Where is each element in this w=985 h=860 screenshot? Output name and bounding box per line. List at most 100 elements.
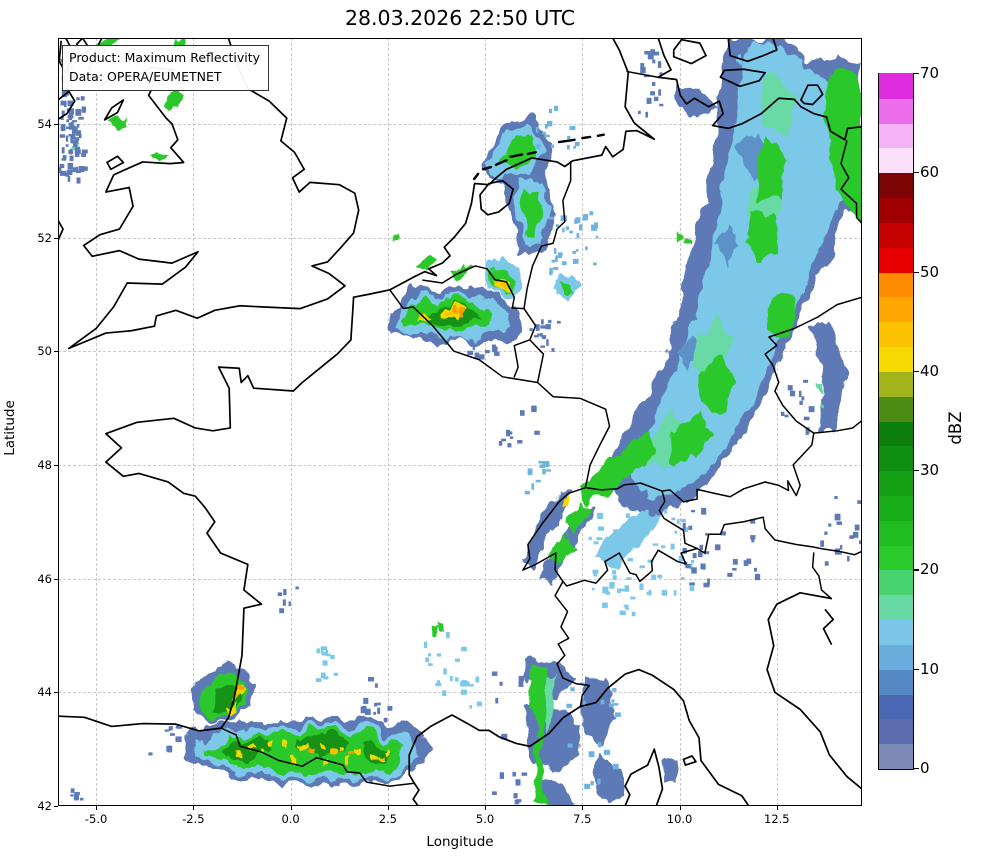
echo-swiss-teal: [594, 510, 665, 568]
echo-dot-yellow: [338, 747, 344, 754]
coastline-adriatic: [767, 593, 862, 789]
speckle: [651, 574, 657, 580]
map-svg: [58, 38, 862, 806]
speckle: [701, 507, 707, 515]
speckle: [640, 63, 645, 69]
speckle: [613, 703, 619, 706]
speckle: [320, 672, 326, 679]
colorbar-segment: [879, 569, 913, 596]
speckle: [596, 537, 603, 541]
speckle: [583, 213, 588, 220]
speckle: [612, 575, 617, 580]
speckle: [518, 680, 524, 687]
colorbar-segment: [879, 147, 913, 174]
x-tick-mark: [96, 806, 98, 810]
speckle: [659, 72, 663, 77]
speckle: [839, 545, 843, 550]
speckle: [76, 97, 80, 101]
speckle: [67, 175, 71, 182]
speckle: [557, 252, 563, 257]
speckle: [589, 211, 594, 216]
speckle: [68, 113, 74, 119]
speckle: [691, 510, 696, 513]
echo-dot-gold: [499, 280, 506, 286]
speckle: [678, 556, 685, 562]
info-box-data-source: Data: OPERA/EUMETNET: [69, 68, 222, 84]
speckle: [554, 105, 559, 112]
speckle: [499, 772, 505, 779]
coastline-isle-of-man: [105, 100, 124, 120]
wadden-islands: [474, 135, 604, 179]
speckle: [367, 676, 374, 682]
colorbar-tick-label: 60: [920, 163, 940, 182]
echo-dot-yellow: [258, 754, 265, 760]
colorbar-segment: [879, 643, 913, 670]
speckle: [78, 133, 82, 139]
speckle: [575, 249, 579, 252]
speckle: [74, 146, 80, 154]
speckle: [509, 436, 514, 439]
colorbar-unit-label: dBZ: [946, 411, 965, 445]
colorbar-segment: [879, 470, 913, 496]
echo-dot-yellow: [247, 745, 253, 751]
echo-dot-yellow: [282, 746, 288, 752]
speckle: [597, 778, 601, 785]
speckle: [699, 544, 703, 550]
speckle: [295, 586, 299, 590]
speckle: [653, 96, 659, 102]
speckle: [75, 166, 79, 172]
speckle: [546, 469, 551, 472]
coastline-france-atlantic: [58, 297, 353, 731]
speckle: [72, 120, 77, 123]
x-tick-label: 10.0: [666, 812, 693, 826]
speckle: [377, 707, 381, 714]
speckle: [321, 651, 327, 656]
speckle: [820, 540, 825, 547]
speckle: [593, 541, 599, 545]
border-france-spain: [221, 728, 414, 786]
colorbar-segment: [879, 172, 913, 199]
speckle: [539, 464, 546, 469]
speckle: [732, 558, 738, 565]
speckle: [333, 672, 339, 676]
y-tick-label: 48: [37, 457, 52, 472]
speckle: [544, 134, 550, 138]
colorbar-segment: [879, 668, 913, 695]
colorbar-segment: [879, 321, 913, 348]
speckle: [603, 749, 610, 755]
y-tick-mark: [54, 237, 58, 239]
speckle: [61, 110, 65, 116]
speckle: [673, 590, 677, 596]
speckle: [518, 675, 525, 682]
speckle: [575, 217, 581, 223]
speckle: [751, 537, 755, 543]
border-czechia-austria: [814, 421, 862, 434]
echo-kiel-bay: [675, 84, 719, 119]
speckle: [535, 126, 539, 133]
speckle: [624, 585, 630, 592]
speckle: [445, 632, 450, 639]
speckle: [573, 145, 577, 149]
colorbar-segment: [879, 271, 913, 298]
speckle: [624, 607, 630, 610]
speckle: [572, 250, 577, 254]
speckle: [61, 126, 65, 132]
echo-dot-orange: [236, 688, 242, 695]
coastline-istria: [823, 610, 833, 644]
x-axis-label: Longitude: [426, 834, 494, 850]
border-switzerland-germany: [585, 483, 662, 491]
echo-dot-gold: [377, 753, 383, 759]
speckle: [461, 689, 468, 695]
speckle: [68, 133, 71, 137]
echo-valais-green: [547, 533, 577, 568]
speckle: [761, 55, 767, 59]
speckle: [808, 406, 815, 413]
speckle: [69, 155, 74, 162]
echo-dot-green: [393, 235, 400, 242]
speckle: [529, 328, 533, 332]
colorbar-segment: [879, 122, 913, 149]
speckle: [148, 752, 153, 756]
border-austria-italy-slovenia: [697, 517, 862, 555]
coastline-north-sea: [354, 38, 655, 297]
speckle: [631, 611, 636, 617]
